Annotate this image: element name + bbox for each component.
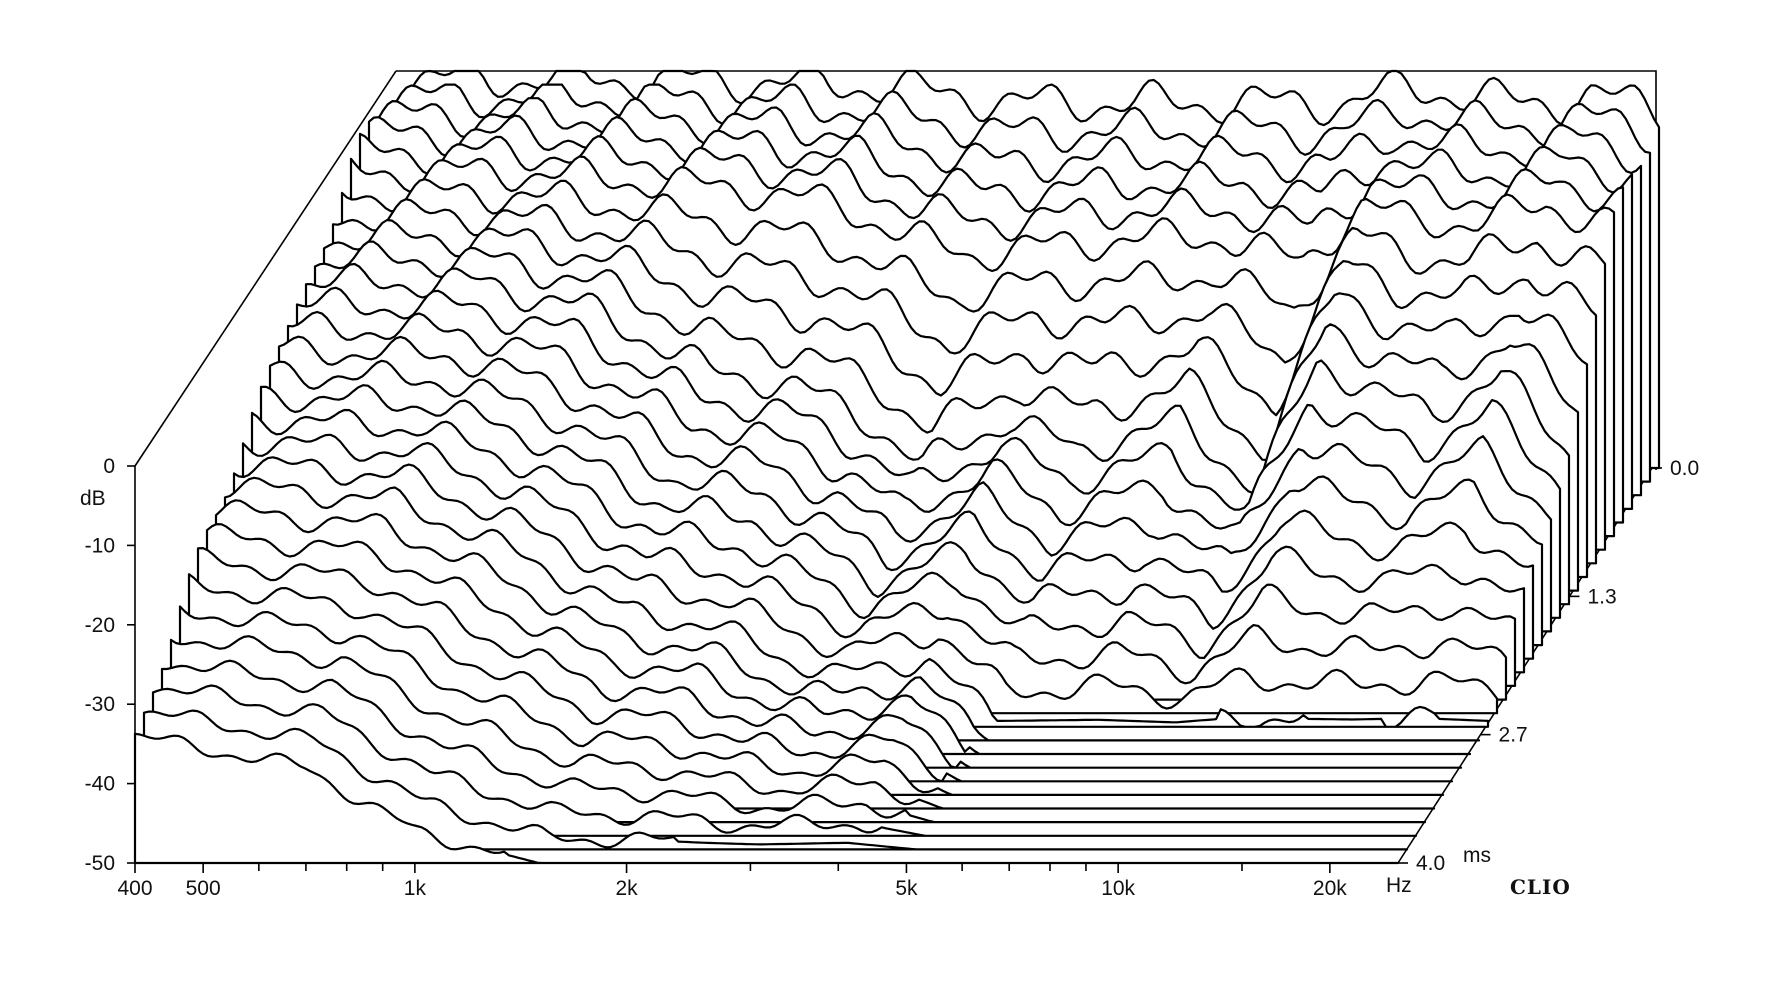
z-tick-label: 1.3 — [1587, 585, 1616, 608]
y-axis-ticks: 0 -10 -20 -30 -40 -50 — [85, 455, 135, 875]
clio-brand-label: CLIO — [1510, 875, 1571, 899]
x-tick-label: 5k — [895, 877, 918, 900]
y-tick-label: -10 — [85, 534, 115, 557]
decay-slice — [160, 659, 1427, 824]
y-axis-unit: dB — [80, 487, 106, 510]
y-tick-label: -50 — [85, 852, 115, 875]
x-tick-label: 1k — [404, 877, 427, 900]
z-tick-label: 4.0 — [1416, 852, 1445, 875]
x-tick-label: 10k — [1101, 877, 1135, 900]
decay-slice — [151, 684, 1418, 837]
x-tick-label: 500 — [186, 877, 221, 900]
decay-slices — [133, 69, 1661, 865]
x-tick-label: 400 — [117, 877, 152, 900]
x-tick-label: 20k — [1313, 877, 1347, 900]
x-tick-label: 2k — [615, 877, 638, 900]
y-tick-label: -40 — [85, 773, 115, 796]
z-axis-unit: ms — [1463, 844, 1491, 867]
y-tick-label: -30 — [85, 693, 115, 716]
z-axis-ticks: 0.0 1.3 2.7 4.0 — [1398, 457, 1699, 875]
z-tick-label: 0.0 — [1670, 457, 1699, 480]
z-tick-label: 2.7 — [1499, 724, 1528, 747]
y-tick-label: 0 — [103, 455, 115, 478]
x-axis-unit: Hz — [1386, 874, 1412, 897]
y-tick-label: -20 — [85, 614, 115, 637]
left-depth-edge — [134, 70, 397, 467]
x-axis-ticks: 400 500 1k 2k 5k 10k 20k — [117, 863, 1347, 900]
